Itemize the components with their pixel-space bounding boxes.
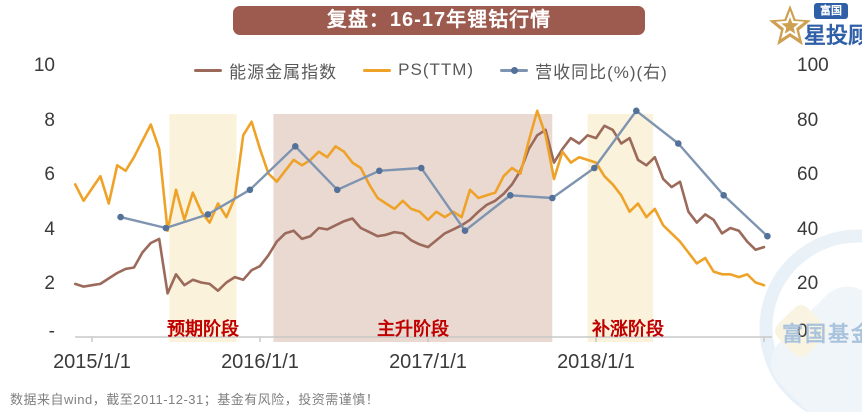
- series-marker: [376, 167, 383, 175]
- series-line-2: [119, 109, 769, 238]
- phase-label-catch-up: 补涨阶段: [592, 319, 664, 339]
- orange-line-swatch-icon: [363, 66, 392, 74]
- blue-line-marker-swatch-icon: [500, 66, 529, 74]
- y-left-tick-2: 2: [44, 273, 55, 294]
- y-right-tick-60: 60: [797, 164, 819, 185]
- brand-logo: 富国 星投顾: [768, 2, 862, 48]
- watermark-text: 富国基金: [782, 323, 862, 346]
- series-marker: [764, 232, 771, 240]
- series-marker: [549, 194, 556, 202]
- star-icon: [769, 5, 811, 46]
- series-marker: [675, 140, 682, 147]
- series-marker: [591, 164, 598, 172]
- series-marker: [720, 192, 727, 199]
- phase-region-1: [273, 114, 553, 342]
- y-left-tick-10: 10: [33, 55, 55, 76]
- disclaimer-text: 数据来自wind，截至2011-12-31；基金有风险，投资需谨慎！: [10, 392, 380, 407]
- y-left-tick-8: 8: [44, 110, 55, 131]
- legend-label: 营收同比(%)(右): [535, 62, 668, 82]
- brown-line-swatch-icon: [194, 66, 223, 74]
- legend-item-ps-ttm: PS(TTM): [363, 60, 474, 80]
- series-layer: [73, 107, 771, 295]
- x-tick-2017: 2017/1/1: [389, 351, 467, 373]
- x-axis-line: [75, 336, 772, 342]
- legend-label: PS(TTM): [398, 60, 475, 79]
- y-left-tick-4: 4: [44, 219, 55, 240]
- legend: 能源金属指数 PS(TTM) 营收同比(%)(右): [0, 58, 862, 83]
- y-right-tick-0: 0: [797, 321, 808, 342]
- brand-badge: 富国: [814, 3, 848, 19]
- legend-item-revenue-yoy: 营收同比(%)(右): [500, 58, 668, 83]
- series-marker: [117, 213, 124, 221]
- series-marker: [204, 211, 212, 218]
- series-marker: [334, 186, 341, 194]
- legend-label: 能源金属指数: [229, 62, 338, 82]
- series-marker: [162, 224, 170, 232]
- phase-label-expectation: 预期阶段: [167, 319, 239, 339]
- legend-item-energy-metal-index: 能源金属指数: [194, 58, 337, 83]
- series-line-0: [73, 124, 766, 295]
- series-line-1: [73, 109, 766, 287]
- phase-region-0: [169, 114, 237, 342]
- y-right-tick-20: 20: [797, 273, 819, 294]
- y-right-tick-40: 40: [797, 219, 819, 240]
- x-tick-2018: 2018/1/1: [557, 351, 635, 373]
- x-tick-2015: 2015/1/1: [53, 351, 131, 373]
- series-marker: [292, 143, 299, 150]
- y-right-tick-100: 100: [797, 55, 829, 76]
- series-marker: [633, 107, 640, 115]
- page-title: 复盘：16-17年锂钴行情: [233, 6, 645, 35]
- series-marker: [507, 192, 514, 199]
- series-marker: [246, 186, 254, 194]
- y-left-tick-0: -: [48, 321, 55, 342]
- phase-label-main-rise: 主升阶段: [377, 319, 449, 339]
- y-left-tick-6: 6: [44, 164, 55, 185]
- brand-name: 星投顾: [804, 23, 862, 48]
- y-right-tick-80: 80: [797, 110, 819, 131]
- x-tick-2016: 2016/1/1: [221, 351, 299, 373]
- phase-region-2: [587, 114, 654, 342]
- series-marker: [461, 227, 469, 234]
- fund-watermark-logo: [759, 229, 862, 412]
- series-marker: [418, 164, 425, 172]
